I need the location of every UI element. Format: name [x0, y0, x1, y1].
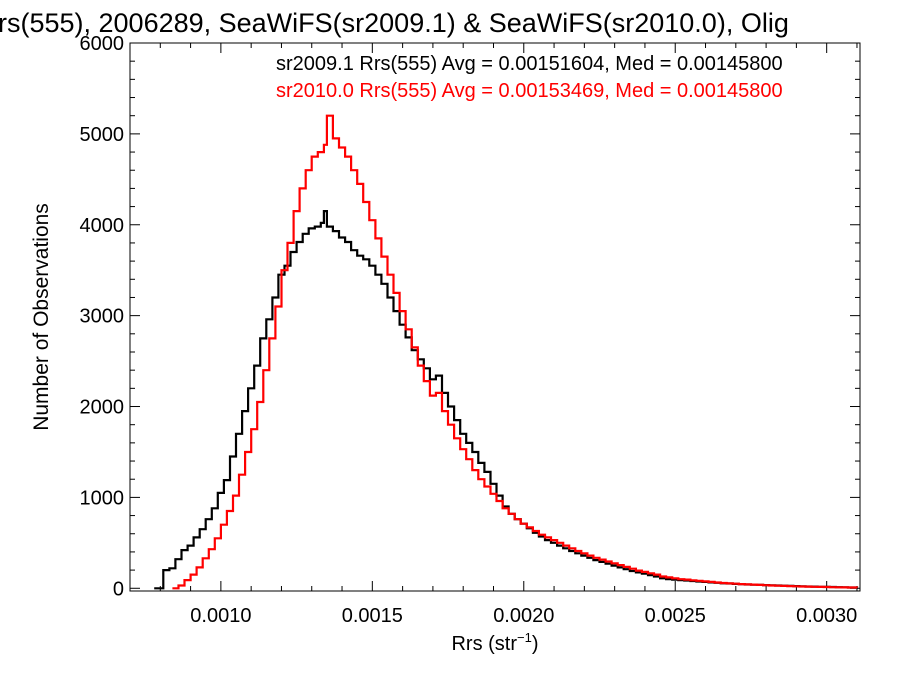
y-tick-label: 0: [113, 578, 124, 600]
y-tick-label: 5000: [80, 124, 125, 146]
axis-ticks: [129, 42, 860, 591]
x-axis-label: Rrs (str−1): [451, 630, 538, 655]
x-tick-label: 0.0020: [493, 605, 554, 627]
x-axis-label-close: ): [532, 633, 539, 655]
x-axis-label-main: Rrs (str: [451, 633, 517, 655]
x-axis-label-superscript: −1: [517, 630, 532, 645]
y-tick-label: 3000: [80, 306, 125, 328]
x-tick-label: 0.0030: [796, 605, 857, 627]
x-tick-label: 0.0010: [190, 605, 251, 627]
plot-frame: [129, 42, 861, 592]
annotation-sr2010-stats: sr2010.0 Rrs(555) Avg = 0.00153469, Med …: [276, 80, 783, 102]
axis-tick-labels: 0.0010 0.0015 0.0020 0.0025 0.0030 0 1000 2000 3…: [80, 33, 858, 627]
y-tick-label: 2000: [80, 397, 125, 419]
series-line-sr2010-0: [172, 114, 859, 590]
x-tick-label: 0.0025: [645, 605, 706, 627]
y-tick-label: 6000: [80, 33, 125, 55]
y-tick-label: 1000: [80, 487, 125, 509]
y-tick-label: 4000: [80, 215, 125, 237]
x-tick-label: 0.0015: [342, 605, 403, 627]
chart-title: rs(555), 2006289, SeaWiFS(sr2009.1) & Se…: [0, 8, 789, 38]
series-lines: [154, 114, 859, 590]
series-line-sr2009-1: [154, 210, 859, 590]
annotation-sr2009-stats: sr2009.1 Rrs(555) Avg = 0.00151604, Med …: [276, 53, 783, 75]
y-axis-label: Number of Observations: [30, 203, 53, 431]
